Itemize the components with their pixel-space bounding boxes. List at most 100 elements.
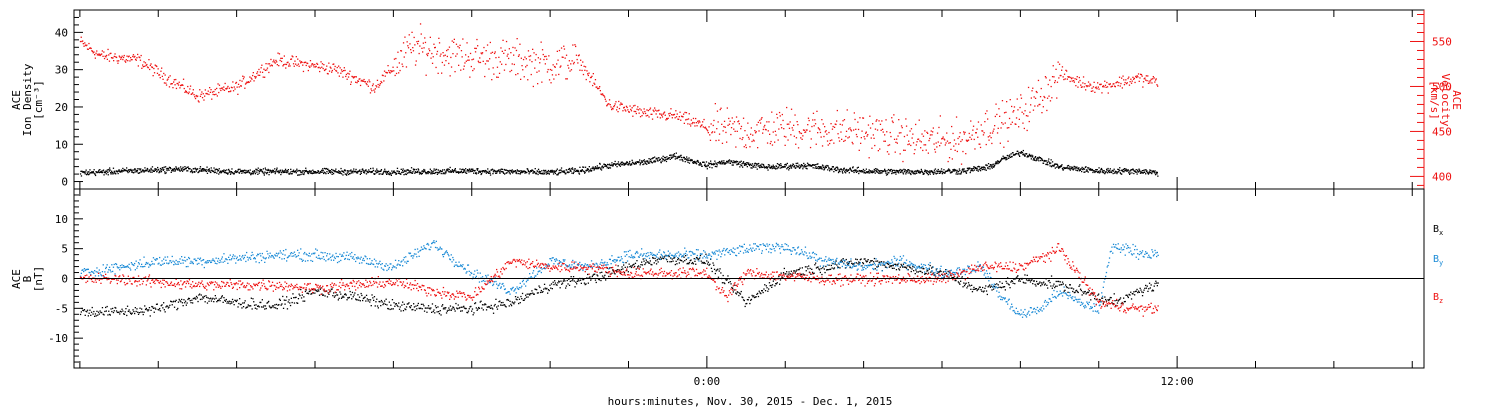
density-point <box>229 173 232 175</box>
imf-point-bx <box>119 313 121 315</box>
velocity-point <box>388 69 390 72</box>
imf-point-bx <box>101 311 103 314</box>
velocity-point <box>590 76 592 79</box>
velocity-point <box>1015 117 1018 119</box>
density-point <box>325 167 328 170</box>
density-point <box>523 170 526 172</box>
imf-point-bx <box>397 305 399 308</box>
density-point <box>630 164 632 166</box>
density-point <box>130 169 132 172</box>
velocity-point <box>987 136 989 138</box>
velocity-point <box>370 88 372 90</box>
density-point <box>622 163 624 166</box>
velocity-point <box>377 83 379 86</box>
imf-point-bx <box>771 284 774 286</box>
density-point <box>1096 170 1098 173</box>
velocity-point <box>876 129 879 131</box>
density-point <box>880 170 882 172</box>
imf-point-bx <box>270 307 272 309</box>
imf-point-bx <box>374 305 376 307</box>
imf-point-bx <box>873 257 876 260</box>
density-point <box>910 171 913 173</box>
velocity-point <box>565 78 567 80</box>
imf-point-bx <box>675 260 677 262</box>
imf-point-bx <box>86 309 89 311</box>
velocity-point <box>1066 70 1068 72</box>
density-point <box>340 167 342 170</box>
velocity-point <box>1131 80 1133 82</box>
velocity-point <box>510 52 512 54</box>
velocity-point <box>197 95 199 97</box>
density-point <box>443 169 446 171</box>
velocity-point <box>696 125 698 127</box>
density-point <box>638 161 640 163</box>
velocity-point <box>263 68 265 70</box>
velocity-point <box>1111 85 1113 88</box>
velocity-point <box>807 117 810 119</box>
density-point <box>724 162 726 164</box>
velocity-point <box>747 122 749 124</box>
density-point <box>84 171 86 173</box>
density-point <box>1002 158 1004 160</box>
density-point <box>277 171 279 173</box>
density-point <box>881 170 883 172</box>
velocity-point <box>254 77 257 79</box>
density-point <box>685 158 687 161</box>
velocity-point <box>218 84 221 86</box>
density-point <box>1109 168 1111 170</box>
density-point <box>991 164 993 166</box>
density-tick-label: 20 <box>55 101 68 114</box>
density-point <box>756 163 758 165</box>
density-point <box>375 170 377 172</box>
density-point <box>424 169 426 171</box>
velocity-point <box>1132 76 1134 78</box>
velocity-point <box>857 121 859 123</box>
velocity-point <box>115 56 118 59</box>
velocity-point <box>237 93 239 95</box>
density-point <box>315 171 317 173</box>
density-point <box>389 172 391 174</box>
density-point <box>731 160 733 162</box>
velocity-point <box>1044 96 1046 99</box>
imf-point-bx <box>854 265 856 267</box>
velocity-point <box>654 107 656 109</box>
velocity-point <box>842 120 844 122</box>
density-point <box>276 168 278 171</box>
density-point <box>223 169 225 171</box>
density-point <box>520 170 522 172</box>
imf-point-bx <box>844 267 847 269</box>
density-point <box>877 169 879 171</box>
imf-point-bx <box>805 270 807 272</box>
imf-point-bx <box>477 308 479 310</box>
imf-point-bx <box>643 260 645 262</box>
density-point <box>374 173 376 175</box>
imf-point-bx <box>337 299 339 301</box>
velocity-point <box>682 116 684 118</box>
velocity-point <box>105 56 107 58</box>
imf-point-bx <box>263 305 265 307</box>
velocity-point <box>175 78 177 81</box>
density-point <box>137 168 139 170</box>
density-point <box>1122 168 1125 171</box>
velocity-point <box>267 63 269 65</box>
density-point <box>303 173 305 176</box>
velocity-point <box>321 66 323 68</box>
velocity-point <box>438 42 441 44</box>
velocity-point <box>867 134 869 136</box>
velocity-point <box>713 119 715 122</box>
imf-point-bx <box>686 263 688 265</box>
velocity-point <box>805 129 807 131</box>
velocity-point <box>139 56 141 59</box>
density-point <box>602 166 605 168</box>
imf-point-bx <box>716 269 718 271</box>
imf-point-bx <box>496 308 499 310</box>
imf-point-bx <box>260 301 262 304</box>
density-point <box>757 163 759 165</box>
imf-point-bx <box>910 270 912 273</box>
density-point <box>919 171 921 173</box>
imf-point-bx <box>188 298 191 300</box>
density-point <box>1152 171 1154 173</box>
density-point <box>239 170 242 173</box>
imf-point-bx <box>234 299 236 301</box>
velocity-point <box>1049 100 1052 102</box>
